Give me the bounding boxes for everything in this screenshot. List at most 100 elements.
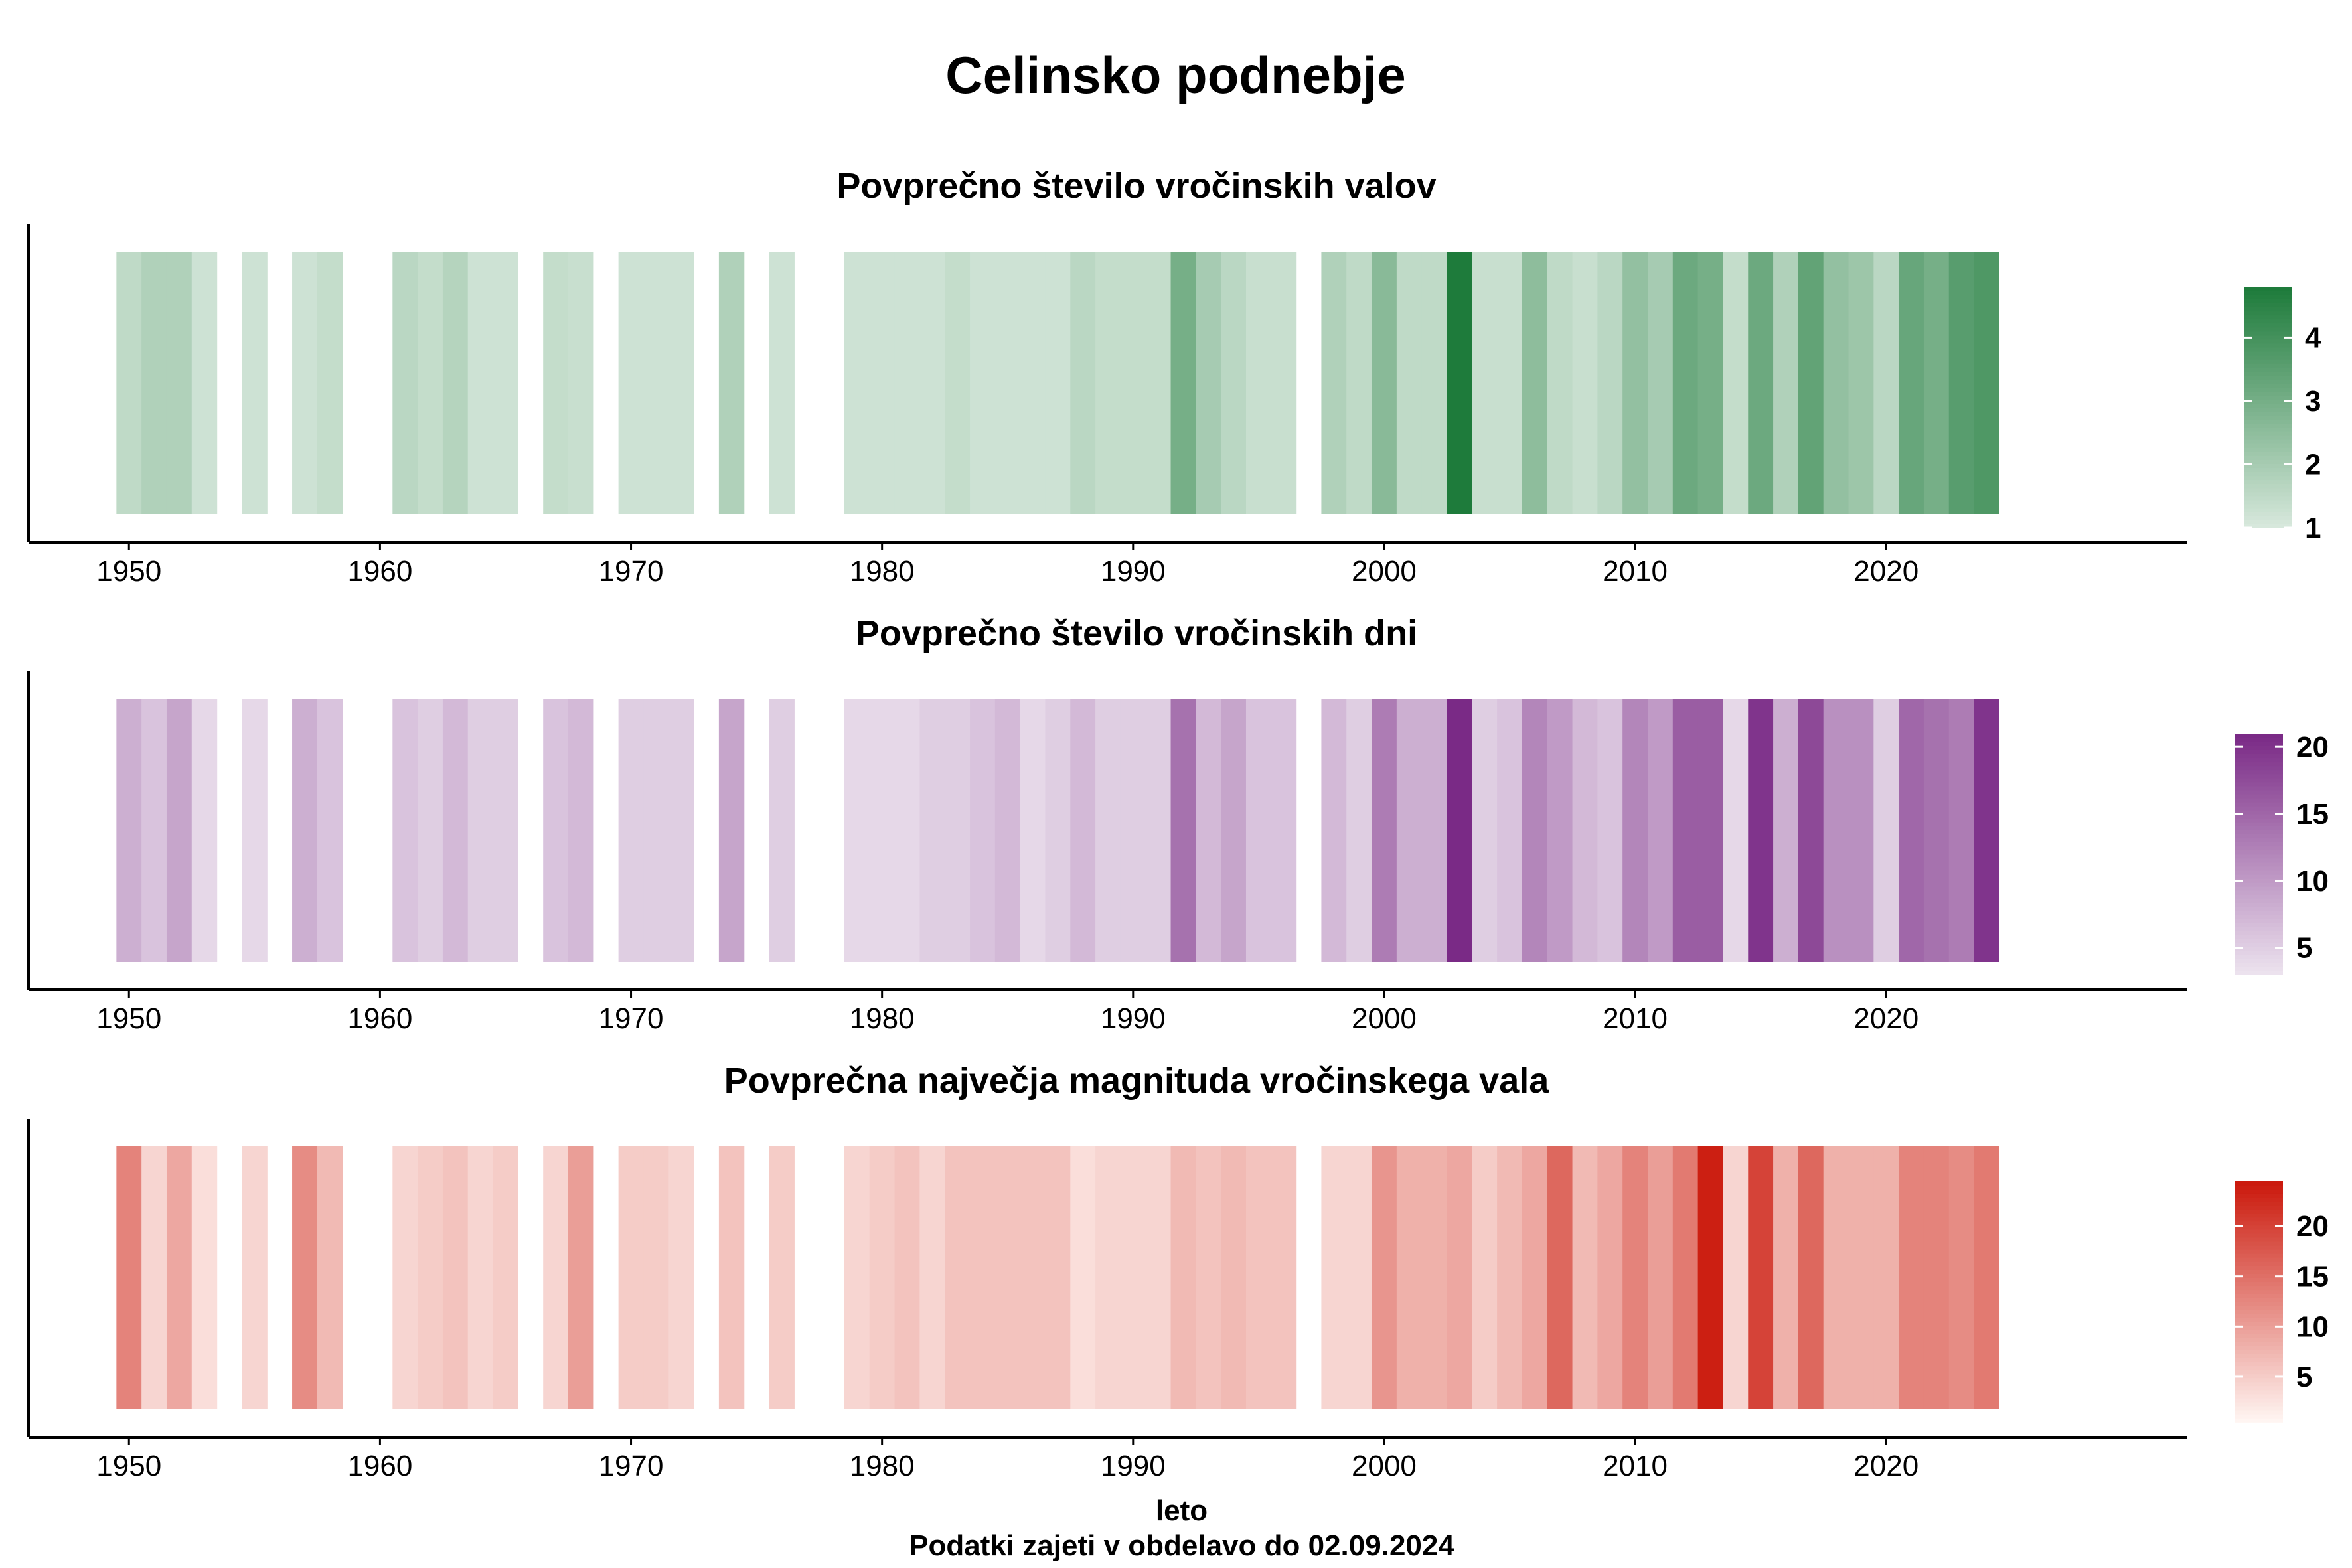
stripe-2011: [1648, 699, 1674, 962]
colorbar-segment: [2235, 1269, 2283, 1274]
colorbar-segment: [2235, 1397, 2283, 1403]
colorbar-segment: [2235, 1362, 2283, 1367]
colorbar-segment: [2235, 870, 2283, 875]
stripe-2003: [1447, 252, 1472, 514]
colorbar-segment: [2235, 769, 2283, 775]
stripe-1963: [442, 699, 469, 962]
stripe-1976: [769, 252, 795, 514]
stripe-1964: [467, 1146, 494, 1409]
stripe-1983: [945, 252, 971, 514]
colorbar-tick-label: 5: [2296, 932, 2312, 965]
colorbar-segment: [2235, 930, 2283, 935]
stripe-1995: [1245, 699, 1272, 962]
x-tick-label: 1980: [850, 555, 915, 588]
colorbar-tick-label: 20: [2296, 731, 2329, 763]
colorbar-segment: [2235, 842, 2283, 847]
colorbar-segment: [2235, 1413, 2283, 1419]
colorbar-segment: [2244, 443, 2292, 448]
colorbar-segment: [2235, 1225, 2283, 1230]
stripe-1990: [1120, 699, 1146, 962]
stripe-1979: [844, 1146, 870, 1409]
colorbar-segment: [2244, 511, 2292, 516]
colorbar-segment: [2244, 315, 2292, 320]
stripe-1993: [1196, 699, 1221, 962]
colorbar-segment: [2235, 970, 2283, 975]
stripe-2021: [1899, 699, 1924, 962]
stripe-1953: [191, 1146, 218, 1409]
colorbar-segment: [2235, 1301, 2283, 1306]
colorbar-segment: [2244, 287, 2292, 291]
stripe-1995: [1245, 252, 1272, 514]
stripe-1951: [141, 1146, 167, 1409]
x-tick-label: 2010: [1603, 555, 1668, 588]
stripe-2005: [1497, 252, 1523, 514]
colorbar-segment: [2244, 495, 2292, 501]
stripe-1953: [191, 252, 218, 514]
panel-3: Povprečna največja magnituda vročinskega…: [27, 1061, 2329, 1482]
colorbar-segment: [2235, 1329, 2283, 1334]
colorbar-segment: [2244, 343, 2292, 348]
colorbar-segment: [2235, 890, 2283, 895]
colorbar-segment: [2235, 1237, 2283, 1242]
colorbar-segment: [2235, 1337, 2283, 1342]
x-tick-label: 1950: [96, 555, 161, 588]
stripe-1990: [1120, 252, 1146, 514]
colorbar-segment: [2235, 1205, 2283, 1210]
colorbar-segment: [2235, 862, 2283, 867]
colorbar-tick-label: 3: [2305, 385, 2321, 418]
colorbar-segment: [2235, 738, 2283, 742]
stripe-1988: [1070, 699, 1096, 962]
colorbar-segment: [2235, 966, 2283, 971]
stripe-2011: [1648, 1146, 1674, 1409]
colorbar-segment: [2235, 1233, 2283, 1238]
stripe-2005: [1497, 699, 1523, 962]
stripe-1968: [568, 1146, 594, 1409]
stripe-2018: [1823, 252, 1849, 514]
x-tick-label: 1980: [850, 1450, 915, 1482]
colorbar-segment: [2235, 826, 2283, 830]
colorbar-segment: [2244, 362, 2292, 368]
x-tick-label: 1960: [347, 1450, 412, 1482]
colorbar-segment: [2244, 419, 2292, 424]
colorbar-segment: [2235, 1221, 2283, 1226]
stripe-2017: [1798, 252, 1824, 514]
colorbar-segment: [2244, 475, 2292, 481]
colorbar-tick-label: 5: [2296, 1361, 2312, 1393]
colorbar-segment: [2244, 291, 2292, 295]
stripe-1991: [1145, 252, 1172, 514]
colorbar-segment: [2235, 838, 2283, 843]
stripe-1962: [418, 1146, 443, 1409]
colorbar-segment: [2235, 1342, 2283, 1346]
colorbar-segment: [2244, 499, 2292, 505]
colorbar-segment: [2235, 938, 2283, 943]
stripe-1952: [166, 1146, 193, 1409]
stripe-2024: [1974, 699, 1999, 962]
colorbar-segment: [2235, 1197, 2283, 1202]
colorbar-segment: [2244, 479, 2292, 485]
colorbar-segment: [2244, 319, 2292, 324]
colorbar-segment: [2244, 311, 2292, 316]
stripe-2022: [1923, 1146, 1950, 1409]
colorbar-segment: [2235, 886, 2283, 891]
colorbar-segment: [2235, 910, 2283, 915]
stripe-1988: [1070, 252, 1096, 514]
colorbar-segment: [2235, 734, 2283, 738]
stripe-1971: [643, 699, 669, 962]
colorbar-segment: [2235, 1245, 2283, 1250]
stripe-1994: [1221, 1146, 1247, 1409]
colorbar-segment: [2235, 926, 2283, 931]
colorbar-segment: [2235, 777, 2283, 783]
stripe-2020: [1873, 699, 1899, 962]
stripe-2008: [1572, 252, 1598, 514]
colorbar-segment: [2235, 818, 2283, 823]
colorbar-segment: [2235, 742, 2283, 746]
stripe-1965: [493, 1146, 518, 1409]
x-tick-label: 2020: [1853, 555, 1919, 588]
stripe-2004: [1472, 1146, 1498, 1409]
stripe-1958: [317, 252, 343, 514]
colorbar-segment: [2235, 805, 2283, 811]
stripe-1950: [116, 699, 142, 962]
colorbar-segment: [2244, 323, 2292, 328]
colorbar-segment: [2244, 467, 2292, 473]
colorbar-segment: [2235, 958, 2283, 963]
